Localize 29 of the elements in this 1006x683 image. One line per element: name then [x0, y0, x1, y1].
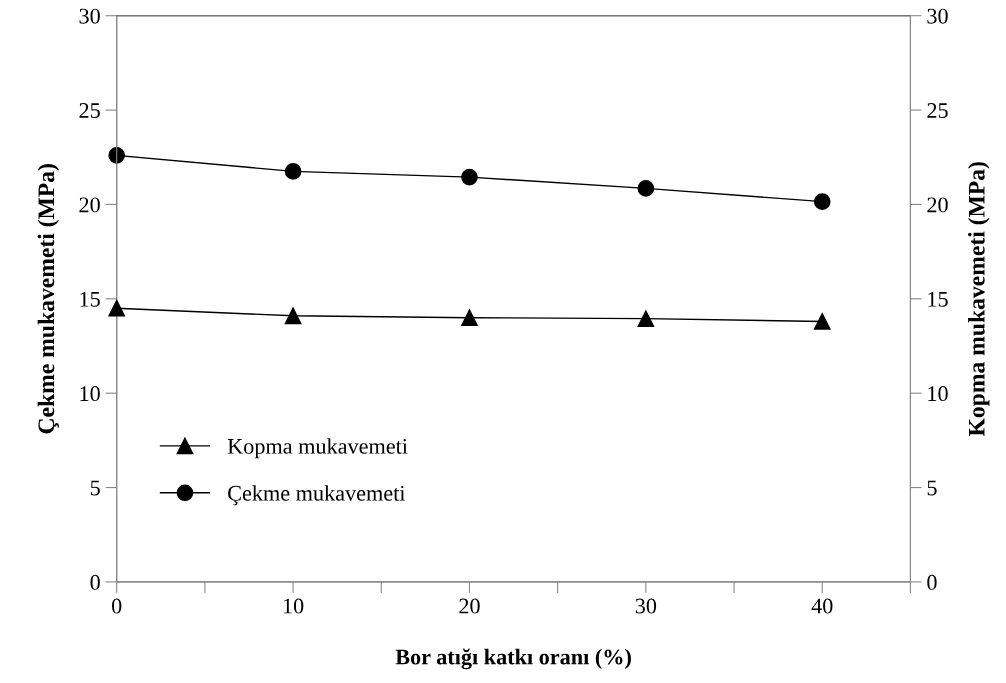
x-axis-title: Bor atığı katkı oranı (%)	[395, 648, 631, 670]
y2-tick-label: 0	[927, 574, 937, 590]
point	[108, 147, 126, 164]
x-tick-label: 20	[459, 598, 480, 614]
point	[637, 180, 655, 197]
y-tick-label: 25	[79, 103, 100, 119]
y-axis-title: Çekme mukavemeti (MPa)	[37, 164, 60, 434]
x-tick-label: 0	[111, 598, 122, 614]
point	[284, 163, 302, 180]
y2-tick-label: 30	[927, 8, 948, 24]
y-tick-label: 20	[79, 197, 100, 213]
y2-tick-label: 10	[928, 386, 948, 402]
legend-label: Kopma mukavemeti	[227, 438, 408, 459]
y-tick-label: 10	[80, 386, 100, 402]
y-tick-label: 0	[90, 574, 100, 590]
point	[461, 168, 478, 186]
y2-tick-label: 5	[927, 480, 937, 496]
y-tick-label: 5	[90, 480, 100, 496]
point	[813, 193, 831, 210]
y2-tick-label: 25	[927, 103, 948, 119]
y-tick-label: 30	[79, 8, 100, 24]
y2-tick-label: 20	[927, 197, 948, 213]
x-tick-label: 30	[635, 598, 657, 614]
legend-label: Çekme mukavemeti	[228, 485, 406, 506]
x-tick-label: 10	[283, 598, 304, 614]
y2-tick-label: 15	[928, 291, 948, 307]
y-tick-label: 15	[80, 291, 100, 307]
y2-axis-title: Kopma mukavemeti (MPa)	[968, 162, 990, 437]
x-tick-label: 40	[811, 598, 833, 614]
